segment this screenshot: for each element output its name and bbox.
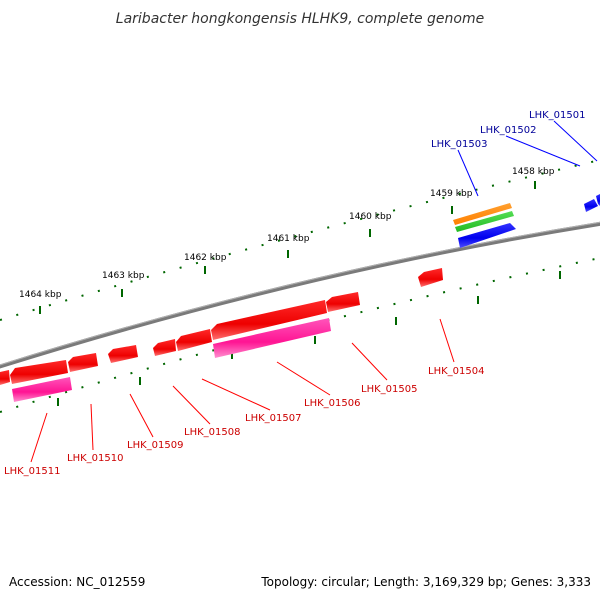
scale-label: 1463 kbp bbox=[102, 271, 145, 281]
scale-labels: 1458 kbp 1459 kbp 1460 kbp 1461 kbp 1462… bbox=[19, 167, 555, 300]
gene-lhk-01506b[interactable] bbox=[213, 318, 331, 358]
gene-lhk-01511b[interactable] bbox=[12, 377, 72, 402]
genome-backbone bbox=[0, 221, 600, 369]
forward-features bbox=[453, 194, 600, 248]
scale-label: 1461 kbp bbox=[267, 234, 310, 244]
gene-label[interactable]: LHK_01504 bbox=[428, 366, 484, 377]
gene-lhk-01507[interactable] bbox=[176, 329, 212, 351]
gene-label[interactable]: LHK_01503 bbox=[431, 139, 487, 150]
map-title: Laribacter hongkongensis HLHK9, complete… bbox=[116, 11, 484, 27]
gene-lhk-01510[interactable] bbox=[68, 353, 98, 372]
scale-label: 1459 kbp bbox=[430, 189, 473, 199]
gene-label[interactable]: LHK_01511 bbox=[4, 466, 60, 477]
scale-label: 1460 kbp bbox=[349, 212, 392, 222]
gene-lhk-01503[interactable] bbox=[458, 223, 516, 248]
gene-lhk-01506[interactable] bbox=[211, 300, 327, 340]
gene-label[interactable]: LHK_01510 bbox=[67, 453, 123, 464]
gene-label[interactable]: LHK_01508 bbox=[184, 427, 240, 438]
gene-lhk-01505[interactable] bbox=[326, 292, 360, 312]
gene-lhk-01511[interactable] bbox=[10, 360, 68, 384]
reverse-gene-labels: LHK_01504 LHK_01505 LHK_01506 LHK_01507 … bbox=[4, 366, 484, 477]
orange-feature[interactable] bbox=[453, 203, 512, 225]
reverse-leaders bbox=[30, 318, 455, 463]
gene-lhk-01509[interactable] bbox=[108, 345, 138, 363]
gene-lhk-01504[interactable] bbox=[418, 268, 443, 287]
forward-gene-labels: LHK_01501 LHK_01502 LHK_01503 bbox=[431, 110, 585, 150]
gene-partial[interactable] bbox=[0, 370, 10, 385]
green-feature[interactable] bbox=[455, 211, 514, 232]
scale-label: 1458 kbp bbox=[512, 167, 555, 177]
gene-label[interactable]: LHK_01507 bbox=[245, 413, 301, 424]
gene-lhk-01501[interactable] bbox=[596, 194, 600, 206]
scale-label: 1462 kbp bbox=[184, 253, 227, 263]
gene-label[interactable]: LHK_01509 bbox=[127, 440, 183, 451]
gene-label[interactable]: LHK_01505 bbox=[361, 384, 417, 395]
gene-label[interactable]: LHK_01506 bbox=[304, 398, 360, 409]
scale-label: 1464 kbp bbox=[19, 290, 62, 300]
forward-leaders bbox=[457, 120, 598, 197]
accession-text: Accession: NC_012559 bbox=[9, 575, 145, 589]
gene-label[interactable]: LHK_01502 bbox=[480, 125, 536, 136]
gene-label[interactable]: LHK_01501 bbox=[529, 110, 585, 121]
outer-tick-ruler bbox=[0, 159, 600, 321]
topology-summary: Topology: circular; Length: 3,169,329 bp… bbox=[260, 575, 591, 589]
reverse-features bbox=[0, 268, 443, 402]
gene-lhk-01508[interactable] bbox=[153, 339, 176, 356]
gene-lhk-01502[interactable] bbox=[584, 199, 598, 212]
